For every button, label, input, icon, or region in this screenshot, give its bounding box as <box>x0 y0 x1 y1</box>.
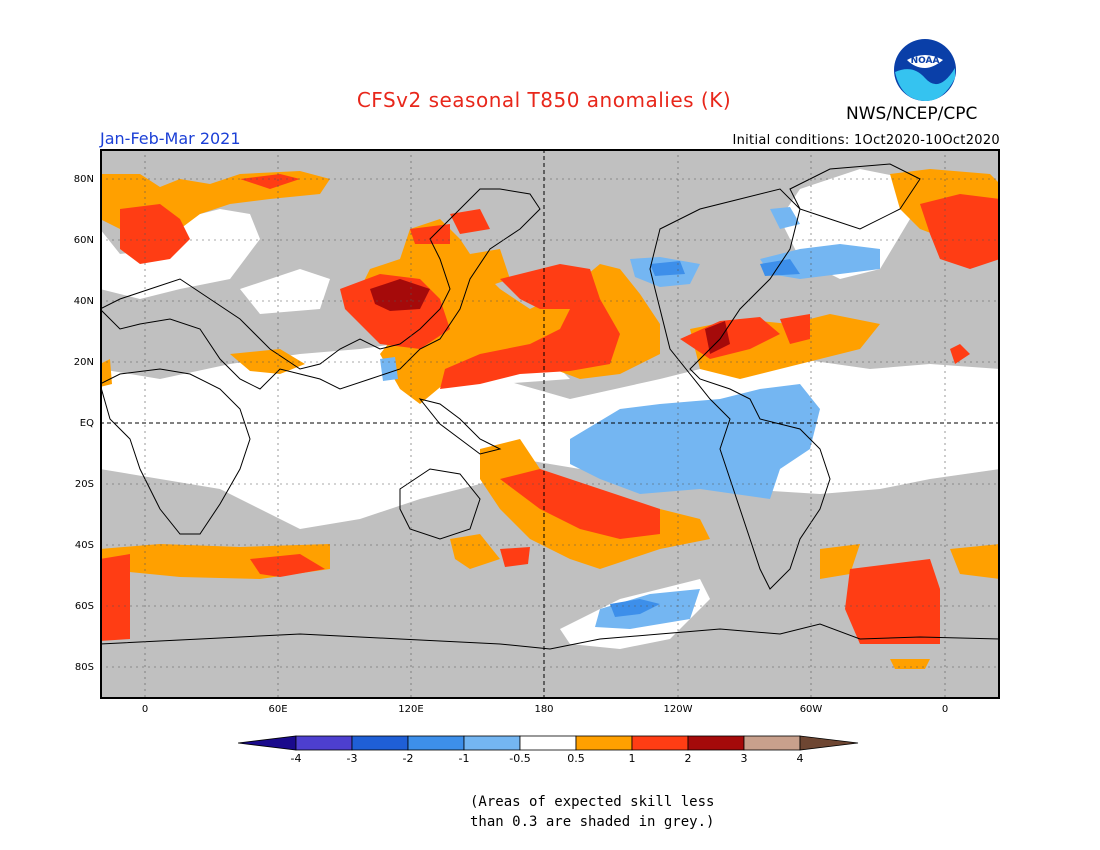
colorbar-label: -4 <box>290 752 302 765</box>
colorbar-segment <box>295 735 353 751</box>
colorbar-label: 2 <box>684 752 692 765</box>
colorbar-segment <box>575 735 633 751</box>
skill-note: (Areas of expected skill less than 0.3 a… <box>470 792 714 832</box>
colorbar-segment <box>238 735 297 751</box>
lat-label: 40S <box>74 540 94 551</box>
anomaly-map <box>100 149 1000 699</box>
lon-label: 0 <box>941 704 949 715</box>
colorbar-segment <box>631 735 689 751</box>
colorbar-segment <box>463 735 521 751</box>
lat-label: 60N <box>73 235 94 246</box>
colorbar-label: 0.5 <box>567 752 585 765</box>
noaa-logo: NOAA <box>894 39 956 102</box>
colorbar-label: 4 <box>796 752 804 765</box>
lon-label: 60E <box>268 704 288 715</box>
lat-label: 80S <box>74 662 94 673</box>
lon-label: 180 <box>534 704 554 715</box>
svg-text:NOAA: NOAA <box>911 56 940 66</box>
cool-anomaly-region <box>570 384 820 499</box>
colorbar-segment <box>687 735 745 751</box>
map-frame <box>100 149 1000 699</box>
colorbar-label: -3 <box>346 752 358 765</box>
graticule <box>100 149 1000 699</box>
colorbar-segment <box>519 735 577 751</box>
colorbar-segment <box>743 735 801 751</box>
skill-note-line2: than 0.3 are shaded in grey.) <box>470 814 715 830</box>
colorbar-segment <box>407 735 465 751</box>
colorbar-label: -1 <box>458 752 470 765</box>
season-label: Jan-Feb-Mar 2021 <box>100 129 241 148</box>
lat-label: 80N <box>73 174 94 185</box>
lat-label: EQ <box>79 418 94 429</box>
lon-label: 120W <box>663 704 693 715</box>
colorbar-label: -2 <box>402 752 414 765</box>
colorbar-label: 3 <box>740 752 748 765</box>
skill-note-line1: (Areas of expected skill less <box>470 794 715 810</box>
initial-conditions-label: Initial conditions: 1Oct2020-10Oct2020 <box>732 133 1000 148</box>
lat-label: 60S <box>74 601 94 612</box>
colorbar-label: -0.5 <box>509 752 531 765</box>
lon-label: 60W <box>799 704 823 715</box>
coastlines <box>100 163 1000 650</box>
colorbar-segment <box>799 735 859 751</box>
colorbar-label: 1 <box>628 752 636 765</box>
map-title: CFSv2 seasonal T850 anomalies (K) <box>356 88 732 112</box>
colorbar <box>238 735 859 751</box>
lat-label: 20N <box>73 357 94 368</box>
lon-label: 0 <box>141 704 149 715</box>
lat-label: 40N <box>73 296 94 307</box>
lon-label: 120E <box>398 704 424 715</box>
equator-dateline <box>100 149 1000 699</box>
lat-label: 20S <box>74 479 94 490</box>
colorbar-segment <box>351 735 409 751</box>
agency-label: NWS/NCEP/CPC <box>846 104 978 124</box>
